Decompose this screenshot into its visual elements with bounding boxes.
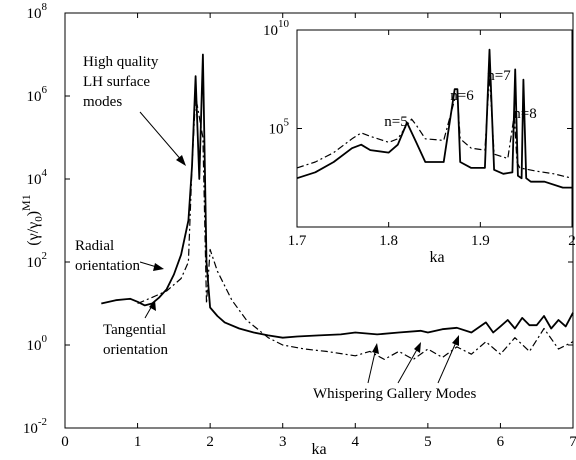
annotation-arrowhead-whispering-1 bbox=[372, 343, 379, 354]
inset-x-tick-label: 1.8 bbox=[379, 233, 398, 249]
main-x-tick-label: 6 bbox=[497, 434, 505, 450]
annotation-arrowhead-whispering-3 bbox=[452, 335, 459, 346]
y-label-sup: M1 bbox=[19, 194, 33, 211]
main-y-tick-label: 104 bbox=[27, 167, 48, 188]
main-y-tick-label: 102 bbox=[27, 250, 48, 271]
annotation-high-quality-line-3: modes bbox=[83, 94, 122, 110]
inset-y-tick-exp: 10 bbox=[278, 18, 290, 30]
annotation-radial-line-2: orientation bbox=[75, 258, 140, 274]
inset-y-tick-label: 105 bbox=[269, 117, 290, 138]
annotation-arrow-whispering-3 bbox=[437, 339, 458, 384]
main-y-axis-label: (γ/γ0)M1 bbox=[19, 194, 45, 245]
main-y-tick-exp: 8 bbox=[42, 1, 48, 13]
main-y-tick-base: 10 bbox=[27, 6, 42, 22]
main-series bbox=[101, 53, 574, 360]
main-y-tick-label: 106 bbox=[27, 84, 48, 105]
inset-annotation-n8: n=8 bbox=[513, 106, 536, 122]
main-x-tick-label: 1 bbox=[134, 434, 142, 450]
annotation-arrowhead-high-quality bbox=[176, 155, 186, 166]
annotation-whispering-text: Whispering Gallery Modes bbox=[313, 386, 476, 402]
main-y-tick-exp: 6 bbox=[42, 84, 48, 96]
inset-y-tick-label: 1010 bbox=[263, 18, 290, 39]
annotation-arrowhead-tangential bbox=[149, 300, 156, 311]
annotation-high-quality-line-2: LH surface bbox=[83, 74, 150, 90]
annotation-arrow-whispering-2 bbox=[397, 345, 420, 384]
y-label-close: ) bbox=[25, 211, 42, 216]
inset-y-tick-base: 10 bbox=[269, 122, 284, 138]
main-x-tick-label: 0 bbox=[61, 434, 69, 450]
inset-background bbox=[297, 30, 572, 227]
main-series-dash-dot-line bbox=[137, 95, 574, 360]
main-y-tick-label: 100 bbox=[27, 333, 48, 354]
main-y-tick-base: 10 bbox=[27, 89, 42, 105]
main-y-tick-label: 10-2 bbox=[23, 416, 47, 437]
inset-series bbox=[296, 48, 573, 189]
main-y-tick-exp: 2 bbox=[42, 250, 48, 262]
annotation-arrow-high-quality bbox=[139, 111, 184, 163]
inset-annotation-n6: n=6 bbox=[450, 88, 474, 104]
inset-series-solid-line bbox=[296, 48, 572, 189]
inset-x-axis-label: ka bbox=[429, 249, 444, 266]
inset-x-tick-label: 2 bbox=[568, 233, 576, 249]
main-x-tick-label: 3 bbox=[279, 434, 287, 450]
main-y-tick-exp: 0 bbox=[42, 333, 48, 345]
main-x-tick-label: 7 bbox=[569, 434, 576, 450]
annotation-tangential-line-1: Tangential bbox=[103, 322, 166, 338]
main-y-tick-base: 10 bbox=[27, 172, 42, 188]
main-x-axis-label: ka bbox=[311, 441, 326, 458]
main-y-tick-base: 10 bbox=[27, 255, 42, 271]
inset-series-dash-dot-line bbox=[296, 74, 573, 179]
annotation-tangential: Tangential orientation bbox=[103, 300, 168, 358]
main-y-tick-base: 10 bbox=[27, 338, 42, 354]
annotation-arrowhead-radial bbox=[153, 263, 164, 271]
inset-y-tick-exp: 5 bbox=[284, 117, 290, 129]
inset-annotation-n7: n=7 bbox=[487, 68, 511, 84]
main-x-tick-label: 5 bbox=[424, 434, 432, 450]
annotation-arrowhead-whispering-2 bbox=[414, 342, 421, 353]
main-plot-frame bbox=[64, 12, 574, 429]
annotation-high-quality-line-1: High quality bbox=[83, 54, 159, 70]
y-label-sub: 0 bbox=[33, 216, 45, 222]
inset-annotation-n5: n=5 bbox=[384, 114, 407, 130]
inset-y-tick-base: 10 bbox=[263, 23, 278, 39]
annotation-radial: Radial orientation bbox=[75, 238, 164, 274]
main-y-tick-label: 108 bbox=[27, 1, 48, 22]
inset-x-tick-label: 1.9 bbox=[471, 233, 490, 249]
annotation-high-quality: High quality LH surface modes bbox=[83, 54, 186, 166]
y-label-base: (γ/γ bbox=[25, 222, 42, 246]
main-y-tick-exp: -2 bbox=[38, 416, 47, 428]
annotation-radial-line-1: Radial bbox=[75, 238, 114, 254]
annotation-arrow-whispering-1 bbox=[367, 347, 377, 384]
main-series-solid-line bbox=[101, 53, 574, 339]
main-x-tick-label: 2 bbox=[206, 434, 214, 450]
main-y-tick-exp: 4 bbox=[42, 167, 48, 179]
inset-x-tick-label: 1.7 bbox=[288, 233, 307, 249]
main-y-tick-base: 10 bbox=[23, 421, 38, 437]
main-x-tick-label: 4 bbox=[352, 434, 360, 450]
annotation-tangential-line-2: orientation bbox=[103, 342, 168, 358]
annotation-whispering: Whispering Gallery Modes bbox=[313, 335, 476, 402]
